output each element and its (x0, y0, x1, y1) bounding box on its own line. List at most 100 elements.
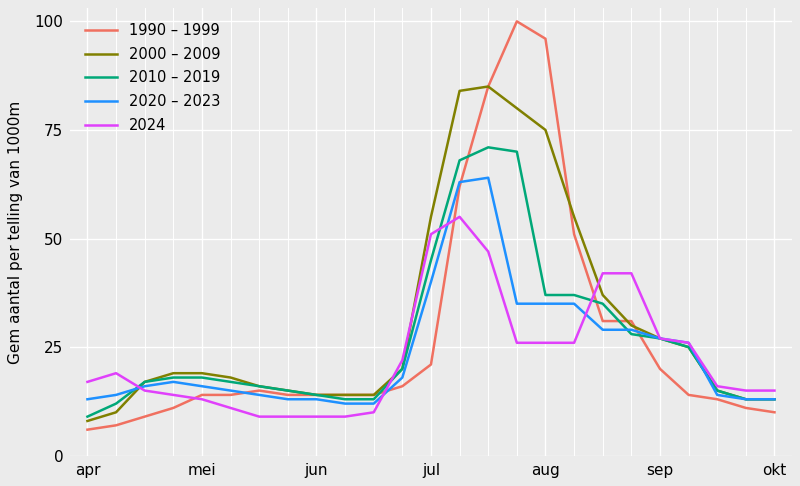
2020 – 2023 (369, 400, 378, 406)
2010 – 2019 (512, 149, 522, 155)
2010 – 2019 (283, 388, 293, 394)
2024 (454, 214, 464, 220)
2020 – 2023 (340, 400, 350, 406)
2010 – 2019 (140, 379, 150, 385)
2024 (598, 270, 607, 276)
2020 – 2023 (541, 301, 550, 307)
2000 – 2009 (111, 409, 121, 415)
2010 – 2019 (770, 397, 779, 402)
2020 – 2023 (398, 375, 407, 381)
2000 – 2009 (454, 88, 464, 94)
1990 – 1999 (398, 383, 407, 389)
2020 – 2023 (570, 301, 579, 307)
2000 – 2009 (82, 418, 92, 424)
2010 – 2019 (254, 383, 264, 389)
2000 – 2009 (570, 214, 579, 220)
2024 (684, 340, 694, 346)
2020 – 2023 (598, 327, 607, 333)
2010 – 2019 (369, 397, 378, 402)
2024 (626, 270, 636, 276)
2010 – 2019 (197, 375, 206, 381)
1990 – 1999 (512, 18, 522, 24)
2020 – 2023 (512, 301, 522, 307)
2000 – 2009 (684, 344, 694, 350)
2000 – 2009 (226, 375, 235, 381)
2020 – 2023 (111, 392, 121, 398)
2010 – 2019 (570, 292, 579, 298)
2024 (426, 231, 436, 237)
2010 – 2019 (111, 400, 121, 406)
2020 – 2023 (140, 383, 150, 389)
2020 – 2023 (684, 340, 694, 346)
2000 – 2009 (283, 388, 293, 394)
2010 – 2019 (741, 397, 750, 402)
2010 – 2019 (541, 292, 550, 298)
2000 – 2009 (626, 323, 636, 329)
1990 – 1999 (626, 318, 636, 324)
2024 (655, 335, 665, 341)
2024 (140, 388, 150, 394)
1990 – 1999 (111, 422, 121, 428)
2010 – 2019 (426, 258, 436, 263)
1990 – 1999 (226, 392, 235, 398)
2010 – 2019 (655, 335, 665, 341)
2000 – 2009 (655, 335, 665, 341)
2000 – 2009 (770, 397, 779, 402)
1990 – 1999 (655, 366, 665, 372)
2024 (312, 414, 322, 419)
2000 – 2009 (741, 397, 750, 402)
Line: 2024: 2024 (87, 217, 774, 417)
2020 – 2023 (454, 179, 464, 185)
1990 – 1999 (312, 392, 322, 398)
2000 – 2009 (426, 214, 436, 220)
2024 (369, 409, 378, 415)
2024 (254, 414, 264, 419)
2000 – 2009 (398, 366, 407, 372)
2024 (483, 249, 493, 255)
2024 (570, 340, 579, 346)
2020 – 2023 (169, 379, 178, 385)
2024 (741, 388, 750, 394)
1990 – 1999 (340, 392, 350, 398)
1990 – 1999 (741, 405, 750, 411)
2024 (82, 379, 92, 385)
2020 – 2023 (283, 397, 293, 402)
2000 – 2009 (340, 392, 350, 398)
2000 – 2009 (312, 392, 322, 398)
2024 (111, 370, 121, 376)
2010 – 2019 (398, 366, 407, 372)
Line: 2010 – 2019: 2010 – 2019 (87, 147, 774, 417)
2020 – 2023 (483, 175, 493, 181)
2020 – 2023 (713, 392, 722, 398)
1990 – 1999 (598, 318, 607, 324)
2000 – 2009 (140, 379, 150, 385)
2024 (541, 340, 550, 346)
1990 – 1999 (197, 392, 206, 398)
2000 – 2009 (197, 370, 206, 376)
2020 – 2023 (254, 392, 264, 398)
2000 – 2009 (369, 392, 378, 398)
2010 – 2019 (340, 397, 350, 402)
2020 – 2023 (426, 279, 436, 285)
2000 – 2009 (598, 292, 607, 298)
Y-axis label: Gem aantal per telling van 1000m: Gem aantal per telling van 1000m (8, 101, 23, 364)
2024 (398, 357, 407, 363)
2024 (713, 383, 722, 389)
2024 (169, 392, 178, 398)
2010 – 2019 (312, 392, 322, 398)
1990 – 1999 (570, 231, 579, 237)
2024 (770, 388, 779, 394)
1990 – 1999 (770, 409, 779, 415)
2020 – 2023 (197, 383, 206, 389)
1990 – 1999 (140, 414, 150, 419)
1990 – 1999 (483, 84, 493, 89)
2020 – 2023 (626, 327, 636, 333)
1990 – 1999 (684, 392, 694, 398)
2000 – 2009 (254, 383, 264, 389)
1990 – 1999 (169, 405, 178, 411)
2010 – 2019 (598, 301, 607, 307)
1990 – 1999 (454, 184, 464, 190)
2010 – 2019 (626, 331, 636, 337)
2010 – 2019 (483, 144, 493, 150)
2000 – 2009 (483, 84, 493, 89)
